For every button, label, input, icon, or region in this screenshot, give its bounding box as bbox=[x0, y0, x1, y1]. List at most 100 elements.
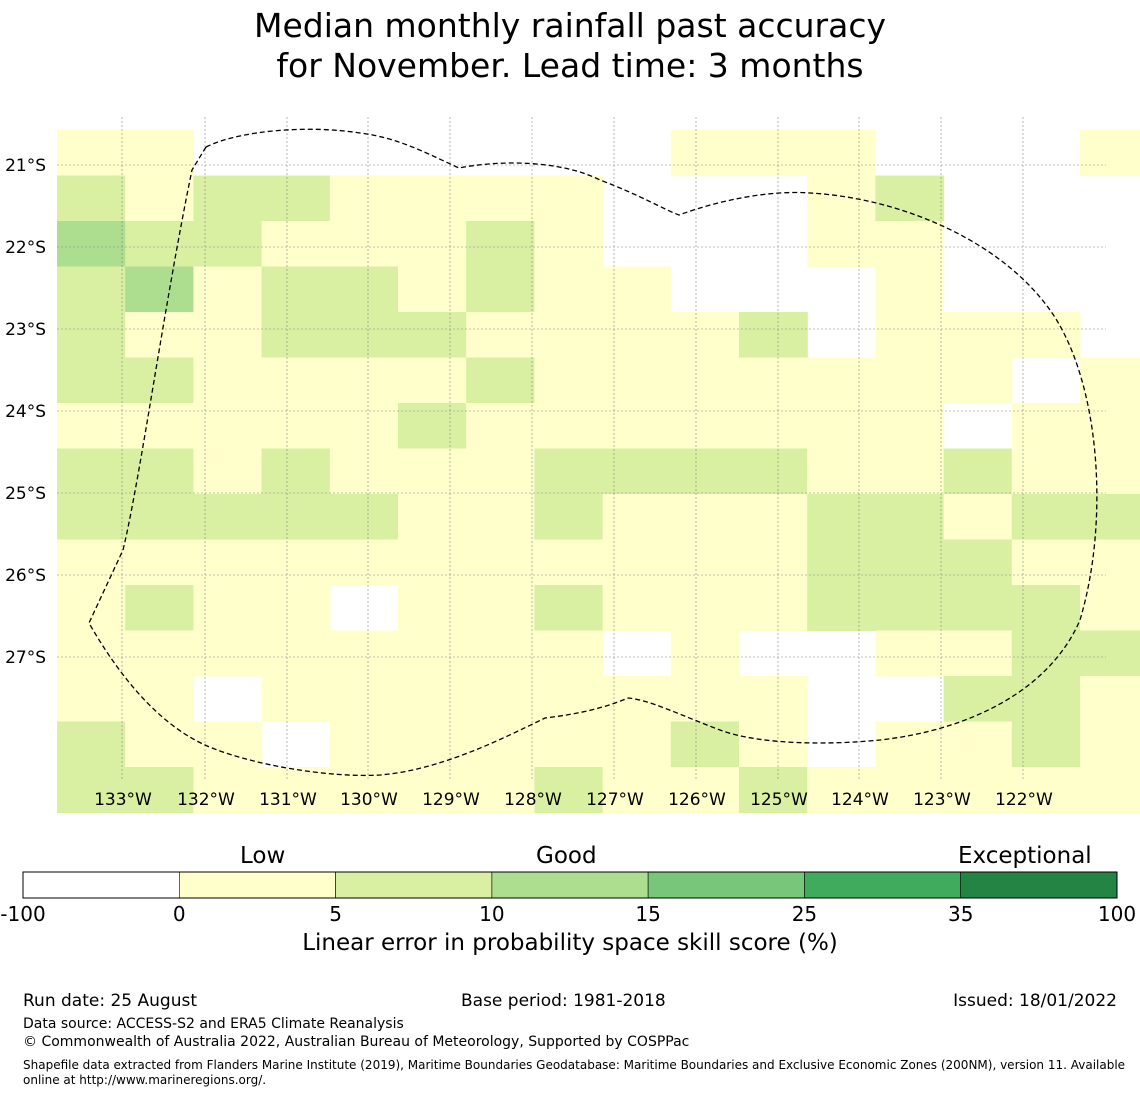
skill-grid bbox=[57, 130, 1140, 814]
grid-cell bbox=[329, 539, 399, 586]
grid-cell bbox=[193, 539, 263, 586]
grid-cell bbox=[670, 767, 740, 814]
grid-cell bbox=[1011, 721, 1081, 768]
grid-cell bbox=[739, 676, 808, 723]
grid-cell bbox=[670, 403, 740, 450]
grid-cell bbox=[193, 630, 263, 677]
grid-cell bbox=[329, 403, 399, 450]
grid-cell bbox=[670, 721, 740, 768]
grid-cell bbox=[125, 721, 194, 768]
grid-cell bbox=[534, 721, 604, 768]
grid-cell bbox=[398, 585, 467, 632]
grid-cell bbox=[670, 357, 740, 404]
grid-cell bbox=[534, 767, 604, 814]
skill-score-map: 133°W 132°W 131°W 130°W 129°W 128°W 127°W 126°W… bbox=[5, 117, 1140, 814]
grid-cell bbox=[398, 539, 467, 586]
grid-cell bbox=[193, 585, 263, 632]
grid-cell bbox=[261, 630, 331, 677]
grid-cell bbox=[57, 630, 126, 677]
title-line-1: Median monthly rainfall past accuracy bbox=[253, 6, 887, 45]
colorbar-header-exceptional: Exceptional bbox=[958, 843, 1092, 869]
latitude-label: 25°S bbox=[5, 484, 46, 504]
grid-cell bbox=[398, 676, 467, 723]
grid-cell bbox=[875, 585, 945, 632]
colorbar-segment bbox=[491, 871, 649, 899]
title-line-2: for November. Lead time: 3 months bbox=[276, 46, 864, 85]
longitude-label: 133°W bbox=[94, 790, 152, 810]
grid-cell bbox=[398, 175, 467, 222]
grid-cell bbox=[125, 221, 194, 268]
grid-cell bbox=[261, 312, 331, 359]
grid-cell bbox=[670, 494, 740, 541]
grid-cell bbox=[807, 403, 876, 450]
grid-cell bbox=[875, 721, 945, 768]
run-date: Run date: 25 August bbox=[23, 991, 197, 1011]
grid-cell bbox=[739, 357, 808, 404]
grid-cell bbox=[602, 266, 672, 313]
grid-cell bbox=[466, 312, 535, 359]
grid-cell bbox=[57, 585, 126, 632]
latitude-label: 24°S bbox=[5, 402, 46, 422]
grid-cell bbox=[57, 721, 126, 768]
grid-cell bbox=[943, 357, 1013, 404]
grid-cell bbox=[125, 403, 194, 450]
longitude-label: 129°W bbox=[422, 790, 480, 810]
grid-cell bbox=[125, 767, 194, 814]
grid-cell bbox=[1080, 448, 1140, 495]
copyright: © Commonwealth of Australia 2022, Austra… bbox=[23, 1034, 690, 1050]
latitude-label: 21°S bbox=[5, 156, 46, 176]
grid-cell bbox=[466, 767, 535, 814]
grid-cell bbox=[466, 357, 535, 404]
grid-cell bbox=[398, 357, 467, 404]
grid-cell bbox=[807, 357, 876, 404]
grid-cell bbox=[602, 448, 672, 495]
grid-cell bbox=[57, 448, 126, 495]
grid-cell bbox=[1011, 312, 1081, 359]
grid-cell bbox=[943, 721, 1013, 768]
grid-cell bbox=[602, 403, 672, 450]
colorbar-tick-label: 35 bbox=[947, 902, 974, 926]
grid-cell bbox=[398, 494, 467, 541]
colorbar-frame bbox=[22, 871, 1118, 899]
grid-cell bbox=[602, 539, 672, 586]
grid-cell bbox=[1080, 630, 1140, 677]
grid-cell bbox=[670, 312, 740, 359]
grid-cell bbox=[1080, 676, 1140, 723]
grid-cell bbox=[193, 221, 263, 268]
grid-cell bbox=[466, 539, 535, 586]
longitude-label: 126°W bbox=[668, 790, 726, 810]
grid-cell bbox=[1011, 676, 1081, 723]
shapefile-credit: Shapefile data extracted from Flanders M… bbox=[23, 1058, 1126, 1087]
grid-cell bbox=[534, 175, 604, 222]
colorbar-tick-label: 5 bbox=[329, 902, 342, 926]
data-source: Data source: ACCESS-S2 and ERA5 Climate … bbox=[23, 1016, 404, 1032]
grid-cell bbox=[1080, 357, 1140, 404]
grid-cell bbox=[125, 448, 194, 495]
grid-cell bbox=[739, 403, 808, 450]
colorbar-segment bbox=[179, 871, 336, 899]
grid-cell bbox=[57, 767, 126, 814]
grid-cell bbox=[261, 676, 331, 723]
grid-cell bbox=[466, 721, 535, 768]
grid-cell bbox=[875, 175, 945, 222]
grid-cell bbox=[57, 494, 126, 541]
grid-cell bbox=[1011, 494, 1081, 541]
grid-cell bbox=[807, 539, 876, 586]
base-period: Base period: 1981-2018 bbox=[461, 991, 666, 1011]
grid-cell bbox=[398, 448, 467, 495]
grid-cell bbox=[739, 539, 808, 586]
grid-cell bbox=[125, 494, 194, 541]
grid-cell bbox=[57, 357, 126, 404]
colorbar-segment bbox=[960, 871, 1118, 899]
grid-cell bbox=[398, 312, 467, 359]
grid-cell bbox=[329, 448, 399, 495]
grid-cell bbox=[125, 266, 194, 313]
grid-cell bbox=[739, 448, 808, 495]
colorbar-label: Linear error in probability space skill … bbox=[302, 930, 838, 956]
longitude-label: 130°W bbox=[340, 790, 398, 810]
colorbar-tick-label: 0 bbox=[172, 902, 186, 926]
grid-cell bbox=[125, 175, 194, 222]
grid-cell bbox=[875, 403, 945, 450]
grid-cell bbox=[534, 221, 604, 268]
grid-cell bbox=[466, 585, 535, 632]
